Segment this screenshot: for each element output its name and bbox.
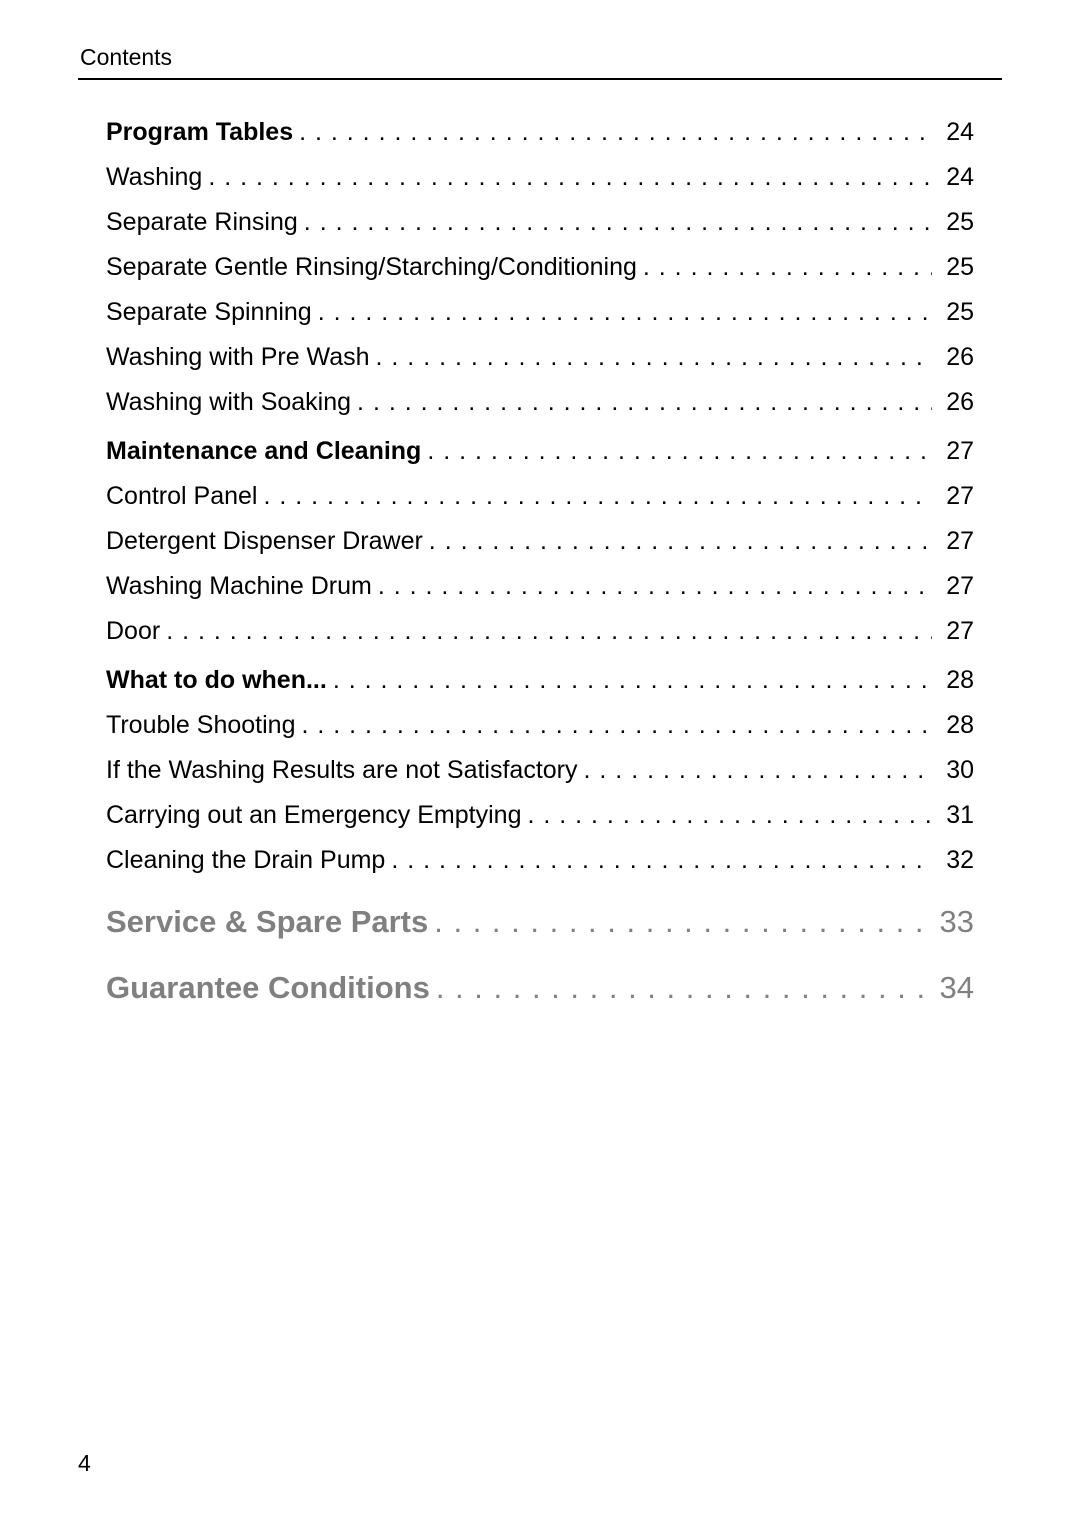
toc-row: Guarantee Conditions. . . . . . . . . . … — [106, 965, 974, 1011]
toc-leader-dots: . . . . . . . . . . . . . . . . . . . . … — [430, 965, 932, 1011]
toc-title: Maintenance and Cleaning — [106, 433, 421, 470]
toc-title: Program Tables — [106, 114, 293, 151]
toc-title: Cleaning the Drain Pump — [106, 842, 385, 879]
toc-leader-dots: . . . . . . . . . . . . . . . . . . . . … — [327, 662, 932, 699]
toc-row: Trouble Shooting. . . . . . . . . . . . … — [106, 707, 974, 744]
toc-page-number: 31 — [932, 797, 974, 834]
toc-page-number: 34 — [932, 965, 974, 1011]
toc-row: Separate Rinsing. . . . . . . . . . . . … — [106, 204, 974, 241]
toc-title: Separate Rinsing — [106, 204, 298, 241]
toc-page-number: 27 — [932, 613, 974, 650]
toc-row: Door. . . . . . . . . . . . . . . . . . … — [106, 613, 974, 650]
toc-title: If the Washing Results are not Satisfact… — [106, 752, 578, 789]
toc-title: Washing with Pre Wash — [106, 339, 370, 376]
header-title: Contents — [80, 44, 172, 71]
toc-leader-dots: . . . . . . . . . . . . . . . . . . . . … — [312, 294, 932, 331]
toc-leader-dots: . . . . . . . . . . . . . . . . . . . . … — [423, 523, 932, 560]
toc-page-number: 33 — [932, 899, 974, 945]
toc-leader-dots: . . . . . . . . . . . . . . . . . . . . … — [372, 568, 932, 605]
toc-row: Carrying out an Emergency Emptying. . . … — [106, 797, 974, 834]
toc-row: Washing with Soaking. . . . . . . . . . … — [106, 384, 974, 421]
toc-leader-dots: . . . . . . . . . . . . . . . . . . . . … — [293, 114, 932, 151]
toc-page-number: 24 — [932, 114, 974, 151]
toc-page-number: 30 — [932, 752, 974, 789]
toc-leader-dots: . . . . . . . . . . . . . . . . . . . . … — [160, 613, 932, 650]
toc-leader-dots: . . . . . . . . . . . . . . . . . . . . … — [578, 752, 932, 789]
toc-leader-dots: . . . . . . . . . . . . . . . . . . . . … — [637, 249, 932, 286]
toc-row: What to do when.... . . . . . . . . . . … — [106, 662, 974, 699]
toc-page-number: 26 — [932, 384, 974, 421]
toc-container: Program Tables. . . . . . . . . . . . . … — [78, 92, 1002, 1019]
toc-page-number: 27 — [932, 433, 974, 470]
header-rule — [78, 78, 1002, 80]
toc-row: Program Tables. . . . . . . . . . . . . … — [106, 114, 974, 151]
toc-row: Washing. . . . . . . . . . . . . . . . .… — [106, 159, 974, 196]
toc-row: If the Washing Results are not Satisfact… — [106, 752, 974, 789]
toc-leader-dots: . . . . . . . . . . . . . . . . . . . . … — [351, 384, 932, 421]
toc-page-number: 27 — [932, 478, 974, 515]
toc-page-number: 27 — [932, 568, 974, 605]
toc-title: Control Panel — [106, 478, 257, 515]
toc-row: Control Panel. . . . . . . . . . . . . .… — [106, 478, 974, 515]
toc-title: Separate Gentle Rinsing/Starching/Condit… — [106, 249, 637, 286]
toc-title: Service & Spare Parts — [106, 899, 428, 945]
toc-leader-dots: . . . . . . . . . . . . . . . . . . . . … — [428, 899, 932, 945]
toc-row: Cleaning the Drain Pump. . . . . . . . .… — [106, 842, 974, 879]
toc-leader-dots: . . . . . . . . . . . . . . . . . . . . … — [385, 842, 932, 879]
toc-row: Separate Gentle Rinsing/Starching/Condit… — [106, 249, 974, 286]
toc-leader-dots: . . . . . . . . . . . . . . . . . . . . … — [257, 478, 932, 515]
toc-title: Trouble Shooting — [106, 707, 295, 744]
toc-row: Detergent Dispenser Drawer. . . . . . . … — [106, 523, 974, 560]
page-number: 4 — [78, 1450, 91, 1477]
toc-page-number: 27 — [932, 523, 974, 560]
toc-title: Separate Spinning — [106, 294, 312, 331]
toc-leader-dots: . . . . . . . . . . . . . . . . . . . . … — [421, 433, 932, 470]
toc-page-number: 24 — [932, 159, 974, 196]
toc-page-number: 25 — [932, 294, 974, 331]
toc-title: Washing with Soaking — [106, 384, 351, 421]
toc-page-number: 28 — [932, 662, 974, 699]
toc-leader-dots: . . . . . . . . . . . . . . . . . . . . … — [521, 797, 932, 834]
toc-title: Carrying out an Emergency Emptying — [106, 797, 521, 834]
toc-title: Guarantee Conditions — [106, 965, 430, 1011]
toc-leader-dots: . . . . . . . . . . . . . . . . . . . . … — [298, 204, 932, 241]
toc-leader-dots: . . . . . . . . . . . . . . . . . . . . … — [202, 159, 932, 196]
toc-page-number: 32 — [932, 842, 974, 879]
toc-title: What to do when... — [106, 662, 327, 699]
toc-row: Washing with Pre Wash. . . . . . . . . .… — [106, 339, 974, 376]
toc-title: Washing Machine Drum — [106, 568, 372, 605]
toc-row: Service & Spare Parts. . . . . . . . . .… — [106, 899, 974, 945]
toc-row: Maintenance and Cleaning. . . . . . . . … — [106, 433, 974, 470]
toc-title: Washing — [106, 159, 202, 196]
toc-row: Washing Machine Drum. . . . . . . . . . … — [106, 568, 974, 605]
toc-page-number: 26 — [932, 339, 974, 376]
toc-page-number: 25 — [932, 204, 974, 241]
toc-row: Separate Spinning. . . . . . . . . . . .… — [106, 294, 974, 331]
toc-leader-dots: . . . . . . . . . . . . . . . . . . . . … — [295, 707, 932, 744]
toc-leader-dots: . . . . . . . . . . . . . . . . . . . . … — [370, 339, 932, 376]
toc-title: Detergent Dispenser Drawer — [106, 523, 423, 560]
toc-title: Door — [106, 613, 160, 650]
toc-page-number: 28 — [932, 707, 974, 744]
toc-page-number: 25 — [932, 249, 974, 286]
